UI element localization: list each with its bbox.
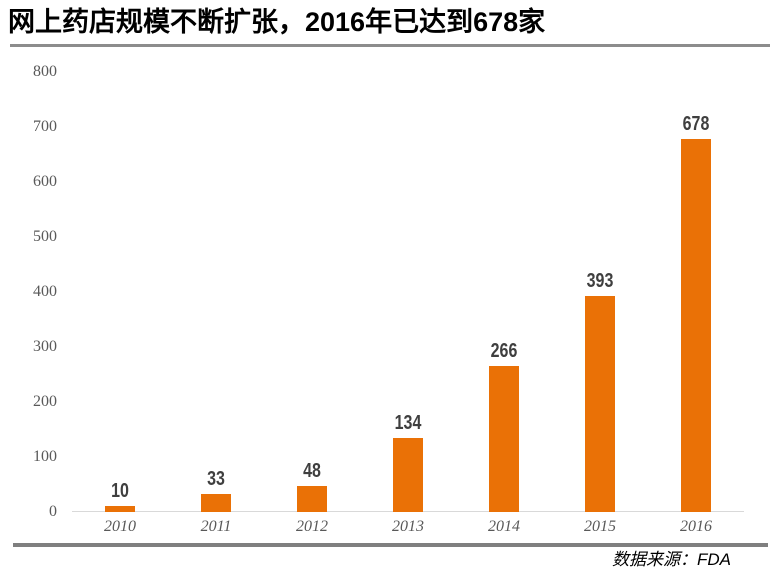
y-tick-label: 300 [33,338,57,355]
y-tick-label: 800 [33,63,57,80]
y-tick-label: 400 [33,283,57,300]
bar-value-label: 266 [490,340,518,362]
y-tick-label: 500 [33,228,57,245]
bar-value-label: 134 [394,412,422,434]
x-tick-label: 2011 [200,518,232,535]
page-title: 网上药店规模不断扩张，2016年已达到678家 [8,7,546,37]
footer-divider [13,543,768,547]
bar-value-label: 48 [303,460,321,482]
bar-2014 [489,366,519,512]
bar-value-label: 678 [682,113,710,135]
bar-2010 [105,506,135,512]
y-tick-label: 200 [33,393,57,410]
bar-2013 [393,438,423,512]
bar-chart: 0 100 200 300 400 500 600 700 800 10 2010 33 2011 48… [0,52,780,540]
y-tick-label: 0 [49,503,57,520]
x-tick-label: 2010 [104,518,136,535]
plot-area: 10 2010 33 2011 48 2012 134 2013 266 2014 393 2015 6… [72,72,744,535]
y-tick-label: 700 [33,118,57,135]
bar-2012 [297,486,327,512]
bar-2015 [585,296,615,512]
x-tick-label: 2012 [296,518,328,535]
x-tick-label: 2015 [584,518,616,535]
source-note: 数据来源：FDA [612,550,731,569]
bar-2011 [201,494,231,512]
bar-value-label: 10 [111,480,129,502]
y-axis: 0 100 200 300 400 500 600 700 800 [0,52,57,540]
bar-value-label: 33 [207,468,225,490]
title-divider [10,44,770,47]
x-tick-label: 2016 [680,518,712,535]
bar-value-label: 393 [586,270,614,292]
y-tick-label: 100 [33,448,57,465]
x-tick-label: 2014 [488,518,520,535]
x-tick-label: 2013 [392,518,424,535]
y-tick-label: 600 [33,173,57,190]
bar-2016 [681,139,711,512]
